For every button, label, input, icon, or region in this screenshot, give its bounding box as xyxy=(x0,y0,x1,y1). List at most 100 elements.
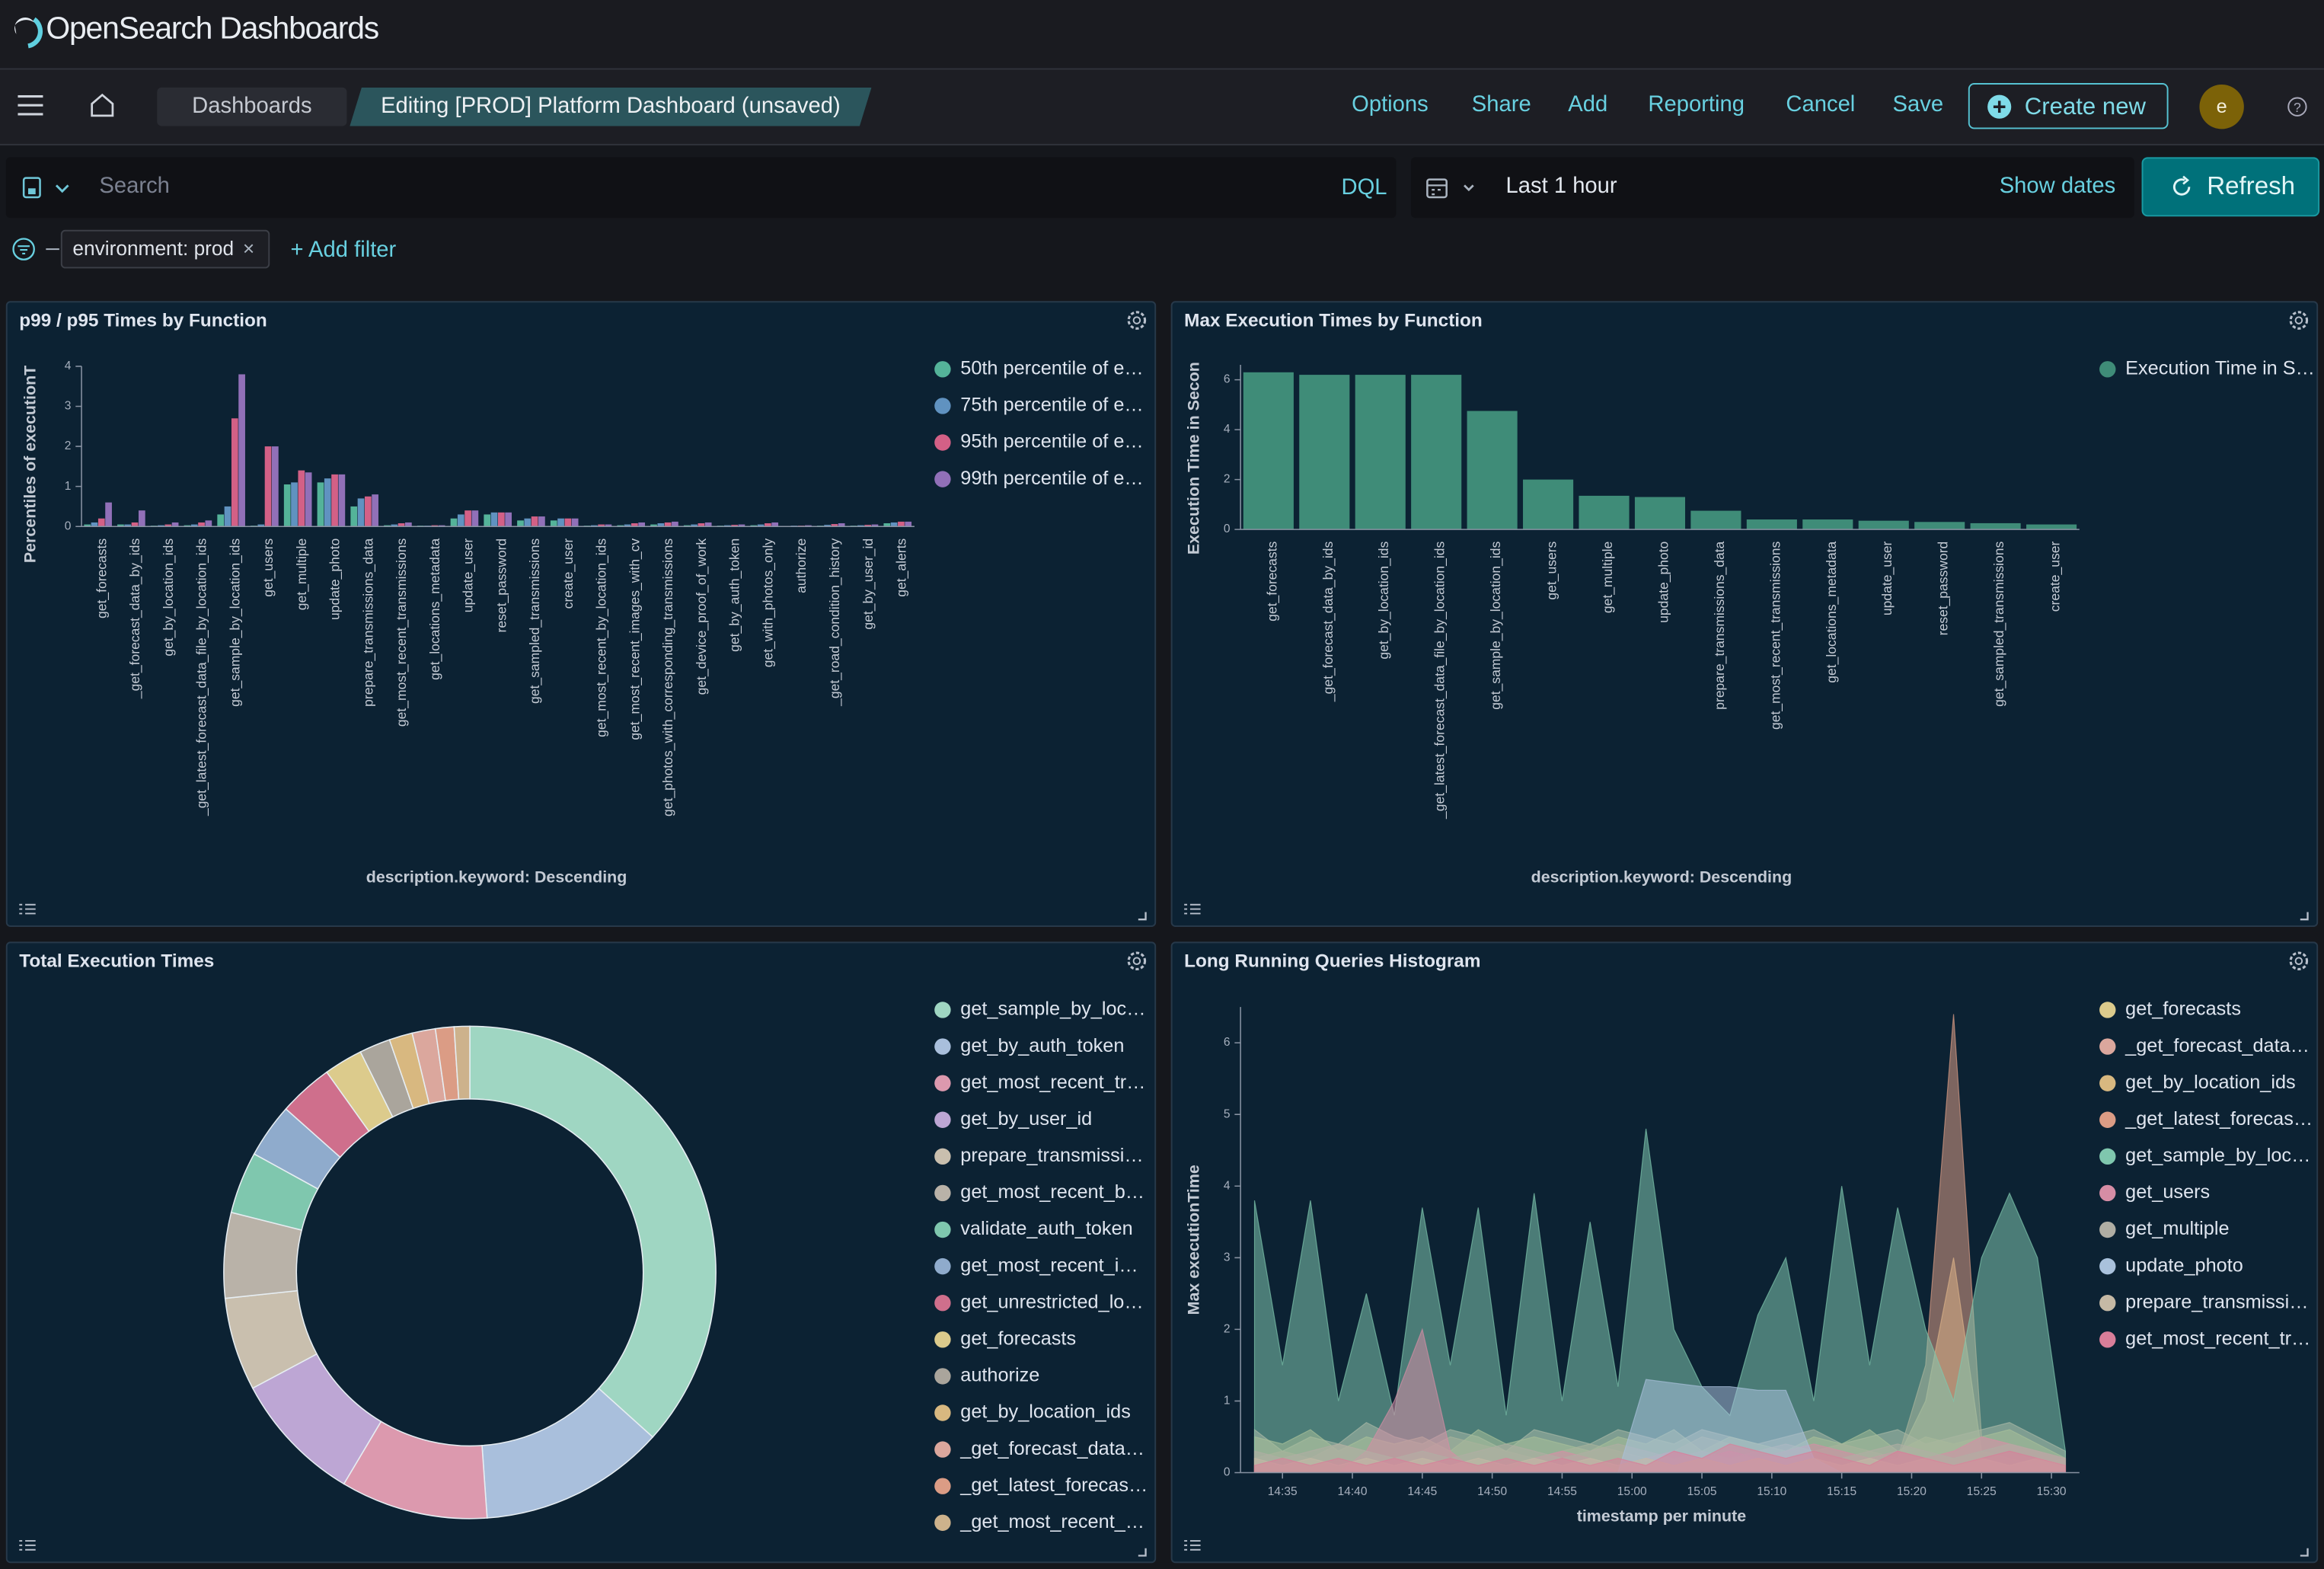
x-axis-label: timestamp per minute xyxy=(1577,1507,1746,1526)
bar xyxy=(524,518,532,527)
action-link[interactable]: Cancel xyxy=(1786,91,1856,117)
bar xyxy=(683,525,691,527)
bar xyxy=(350,506,358,527)
action-link[interactable]: Reporting xyxy=(1648,91,1745,117)
create-new-button[interactable]: Create new xyxy=(1968,83,2169,129)
bar xyxy=(117,524,124,527)
panel: Long Running Queries Histogram 14:35 14:4… xyxy=(1170,941,2319,1564)
home-button[interactable] xyxy=(89,92,116,119)
legend-swatch xyxy=(934,1295,951,1312)
bar xyxy=(805,525,812,527)
bar xyxy=(1858,520,1909,530)
bar xyxy=(517,520,524,527)
legend-swatch xyxy=(2099,1331,2116,1348)
bar xyxy=(831,524,838,527)
x-tick-label: get_with_photos_only xyxy=(760,538,776,668)
legend-entry: get_by_location_ids xyxy=(2125,1072,2296,1093)
x-tick-label: get_users xyxy=(1544,541,1560,599)
legend-entry: get_most_recent_b… xyxy=(960,1181,1144,1203)
bar xyxy=(617,525,624,527)
filter-pill[interactable]: environment: prod × xyxy=(60,229,270,269)
legend-swatch xyxy=(2099,1295,2116,1312)
bar xyxy=(497,512,505,527)
top-bar: OpenSearch Dashboards xyxy=(0,0,2324,70)
date-picker[interactable]: Last 1 hour Show dates xyxy=(1410,157,2134,219)
bar xyxy=(857,525,864,527)
y-tick-label: 3 xyxy=(65,400,72,413)
y-axis-label: Max executionTime xyxy=(1184,1165,1202,1315)
filter-icon[interactable] xyxy=(11,238,61,261)
help-icon[interactable]: ? xyxy=(2287,97,2307,117)
bar xyxy=(731,525,738,527)
y-axis-label: Execution Time in Secon xyxy=(1184,362,1202,554)
x-tick-label: get_locations_metadata xyxy=(427,538,443,680)
x-tick-label: get_by_auth_token xyxy=(727,538,743,652)
bar xyxy=(657,523,665,527)
legend-entry: get_most_recent_i… xyxy=(960,1254,1138,1276)
legend-entry: get_most_recent_tr… xyxy=(2125,1328,2310,1350)
menu-button[interactable] xyxy=(18,94,44,117)
chart: 14:35 14:40 14:45 14:50 14:55 15:00 15:05 15:10… xyxy=(1184,951,2313,1557)
legend-toggle[interactable] xyxy=(1184,903,1201,915)
breadcrumb[interactable]: Dashboards xyxy=(157,87,347,126)
legend-toggle[interactable] xyxy=(1184,1540,1201,1551)
y-tick-label: 4 xyxy=(65,359,72,372)
panel-title: Long Running Queries Histogram xyxy=(1184,951,1481,972)
bar xyxy=(357,498,365,527)
x-tick-label: get_sample_by_location_ids xyxy=(227,538,243,707)
action-link[interactable]: Add xyxy=(1568,91,1608,117)
bar xyxy=(198,522,205,527)
add-filter[interactable]: + Add filter xyxy=(290,237,397,263)
x-tick-label: get_forecasts xyxy=(1264,541,1280,621)
panel-options[interactable] xyxy=(1127,311,1147,330)
bar xyxy=(164,524,172,527)
gear-icon xyxy=(2289,951,2309,970)
panel-options[interactable] xyxy=(2289,311,2309,330)
legend-entry: get_unrestricted_lo… xyxy=(960,1291,1143,1312)
bar xyxy=(364,496,372,527)
legend-toggle[interactable] xyxy=(19,903,36,915)
action-link[interactable]: Options xyxy=(1352,91,1429,117)
remove-filter[interactable]: × xyxy=(242,237,255,260)
saved-query-icon[interactable] xyxy=(21,177,80,200)
x-tick-label: 15:25 xyxy=(1967,1485,1997,1498)
gear-hub xyxy=(1132,316,1141,324)
bar xyxy=(550,520,557,527)
bar xyxy=(391,524,398,527)
query-language[interactable]: DQL xyxy=(1341,174,1387,200)
bar xyxy=(450,518,458,527)
bar xyxy=(571,518,579,527)
bar xyxy=(1243,372,1294,530)
bar xyxy=(631,523,638,527)
x-tick-label: update_photo xyxy=(1655,542,1671,623)
x-tick-label: 15:30 xyxy=(2037,1485,2067,1498)
legend-entry: get_users xyxy=(2125,1181,2210,1203)
legend-toggle[interactable] xyxy=(19,1540,36,1551)
y-tick-label: 4 xyxy=(1224,1179,1231,1192)
bar xyxy=(105,502,112,527)
x-tick-label: 15:15 xyxy=(1827,1485,1856,1498)
x-tick-label: authorize xyxy=(793,538,809,593)
action-link[interactable]: Save xyxy=(1892,91,1944,117)
bar xyxy=(205,520,212,527)
x-tick-label: update_user xyxy=(461,538,477,613)
bar xyxy=(190,524,198,527)
bar xyxy=(738,524,745,527)
avatar[interactable]: e xyxy=(2199,84,2244,129)
refresh-button[interactable]: Refresh xyxy=(2141,157,2320,217)
search-bar[interactable]: Search DQL xyxy=(5,157,1397,219)
bar xyxy=(757,524,765,527)
bar xyxy=(97,518,105,527)
show-dates[interactable]: Show dates xyxy=(1999,173,2116,199)
calendar-icon[interactable] xyxy=(1425,177,1479,200)
resize-handle xyxy=(1138,1548,1147,1557)
resize-handle xyxy=(2300,1548,2309,1557)
bar xyxy=(291,482,298,527)
panel-options[interactable] xyxy=(1127,951,1147,970)
bar xyxy=(217,514,225,527)
legend-entry: _get_latest_forecas… xyxy=(959,1475,1148,1496)
action-link[interactable]: Share xyxy=(1471,91,1531,117)
panel-options[interactable] xyxy=(2289,951,2309,970)
bar xyxy=(324,478,331,527)
legend-swatch xyxy=(2099,1184,2116,1202)
